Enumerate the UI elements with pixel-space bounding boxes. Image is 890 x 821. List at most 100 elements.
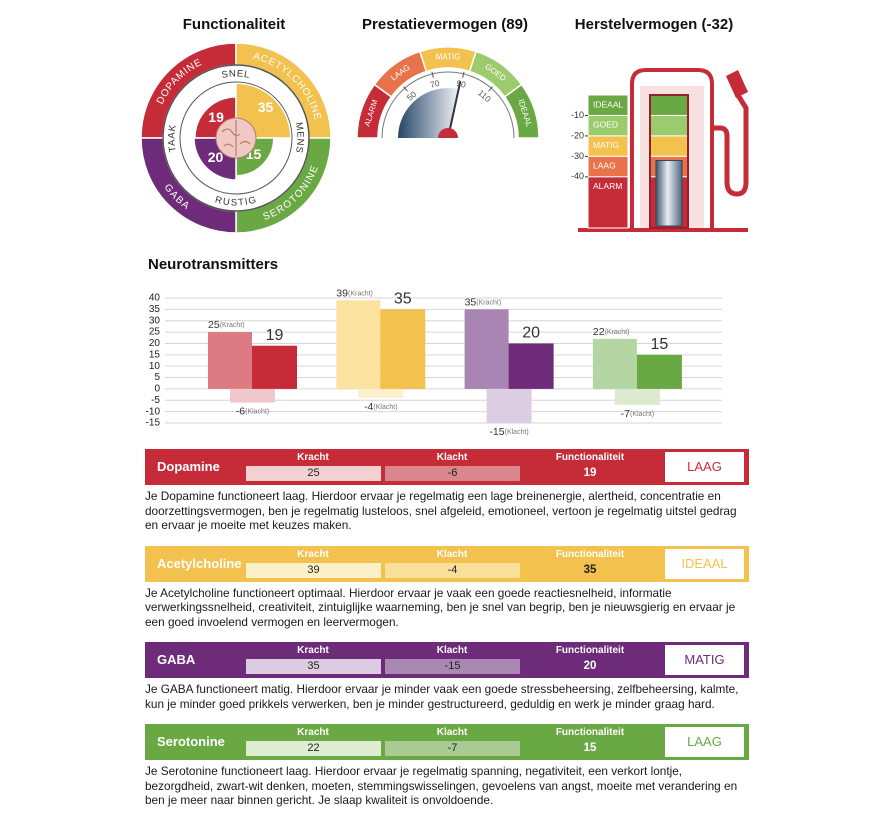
ring-label: RUSTIG <box>214 194 257 208</box>
value-label: 22(Kracht) <box>593 326 630 338</box>
column-label: Kracht <box>297 548 329 560</box>
wheel-value: 20 <box>208 149 224 165</box>
level-label: IDEAAL <box>593 99 624 109</box>
description: Je Dopamine functioneert laag. Hierdoor … <box>145 489 737 532</box>
bar <box>380 309 426 389</box>
y-tick-label: 30 <box>149 315 161 326</box>
ring-label: RUSTIG <box>214 194 258 208</box>
y-tick-label: 15 <box>149 349 161 360</box>
wheel-value: 19 <box>208 109 224 125</box>
status: IDEAAL <box>665 548 744 579</box>
value-cell: 15 <box>583 742 597 754</box>
chart-title: Neurotransmitters <box>148 256 278 273</box>
wheel-title: Functionaliteit <box>183 16 286 33</box>
y-tick-label: 5 <box>154 372 160 383</box>
section-name: Serotonine <box>157 734 225 749</box>
sections: Dopamine Kracht 25 Klacht -6 Functionaliteit 1… <box>145 449 749 821</box>
gauge-tick <box>403 86 408 92</box>
level-band <box>587 176 629 229</box>
pump-base <box>578 228 748 232</box>
column-label: Klacht <box>436 548 468 560</box>
value-label: 20 <box>522 325 540 342</box>
value-label: -4(Klacht) <box>364 401 397 413</box>
y-tick-label: -5 <box>151 395 160 406</box>
ring-label: TAAK <box>166 123 177 153</box>
bar <box>208 332 252 389</box>
series-tag: (Kracht) <box>348 290 373 297</box>
series-tag: (Klacht) <box>373 404 397 411</box>
column-label: Functionaliteit <box>555 645 625 656</box>
value-label: -15 <box>489 426 504 438</box>
gauge-hub <box>438 128 458 138</box>
gauge-tick <box>462 71 465 78</box>
level-label: ALARM <box>593 181 622 191</box>
pump-fill <box>655 159 683 227</box>
value-label: -4 <box>364 401 373 413</box>
series-tag: (Klacht) <box>245 408 269 415</box>
value-cell: 35 <box>583 563 597 576</box>
column-label: Kracht <box>297 645 329 656</box>
value-cell: 35 <box>246 659 381 674</box>
column-label: Klacht <box>436 727 468 738</box>
bar <box>636 354 682 389</box>
description: Je GABA functioneert matig. Hierdoor erv… <box>145 682 739 711</box>
y-tick-label: 0 <box>154 384 160 395</box>
brain-fold <box>221 120 251 156</box>
pump-tick-label: -20 <box>571 130 584 140</box>
gauge-zone <box>503 83 540 139</box>
column-label: Klacht <box>436 452 468 463</box>
tube-frame <box>649 94 689 229</box>
y-tick-label: 40 <box>149 293 161 304</box>
pump-tick-label: -40 <box>571 171 584 181</box>
ring-label: MENS <box>293 121 305 154</box>
pump-hose <box>712 90 749 197</box>
gauge-tick <box>488 86 493 92</box>
series-tag: (Kracht) <box>220 322 245 329</box>
value-label: 35 <box>394 291 412 308</box>
bar <box>508 343 554 389</box>
level-label: MATIG <box>593 140 619 150</box>
value-cell: -6 <box>385 466 520 481</box>
ring-label: MENS <box>293 121 306 154</box>
value-label: 15 <box>651 336 669 353</box>
value-label: -6(Klacht) <box>236 405 269 417</box>
description: Je Serotonine functioneert laag. Hierdoo… <box>145 764 738 807</box>
series-tag: (Kracht) <box>476 299 501 306</box>
bar <box>336 300 381 389</box>
section-header: Acetylcholine Kracht 39 Klacht -4 Functionali… <box>145 545 749 582</box>
gauge-tick-label: 110 <box>476 88 493 105</box>
value-label: 25(Kracht) <box>208 319 245 331</box>
description: Je Acetylcholine functioneert optimaal. … <box>145 585 736 629</box>
section-header: Serotonine Kracht 22 Klacht -7 Functionalitei… <box>145 724 749 760</box>
section-name: GABA <box>157 652 196 667</box>
wheel-ring <box>179 81 293 195</box>
column-label: Functionaliteit <box>555 548 625 560</box>
column-label: Kracht <box>297 452 329 463</box>
series-tag: (Kracht) <box>605 329 630 336</box>
value-cell: 25 <box>246 466 381 481</box>
status: LAAG <box>665 727 744 757</box>
y-tick-label: 25 <box>149 327 161 338</box>
level-label: LAAG <box>593 161 616 171</box>
pump-title: Herstelvermogen (-32) <box>575 16 733 33</box>
gauge-arc <box>381 71 515 139</box>
bar <box>230 388 275 403</box>
tube-band <box>649 114 689 137</box>
y-tick-label: 10 <box>149 361 161 372</box>
section-header: GABA Kracht 35 Klacht -15 Functionaliteit 20 MA… <box>145 642 749 678</box>
series-tag: (Klacht) <box>630 411 654 418</box>
y-tick-label: -15 <box>146 418 161 429</box>
column-label: Functionaliteit <box>555 452 625 463</box>
section-name: Dopamine <box>157 459 220 474</box>
value-cell: -4 <box>385 562 520 578</box>
value-label: 39 <box>336 287 348 299</box>
value-cell: 39 <box>246 562 381 578</box>
value-label: 39(Kracht) <box>336 287 373 299</box>
gauge-title: Prestatievermogen (89) <box>362 16 528 33</box>
bar <box>358 388 404 398</box>
column-label: Kracht <box>297 727 329 738</box>
column-label: Klacht <box>436 645 468 656</box>
y-tick-label: 20 <box>149 338 161 349</box>
gauge-fill <box>398 87 459 138</box>
bar <box>464 309 509 389</box>
